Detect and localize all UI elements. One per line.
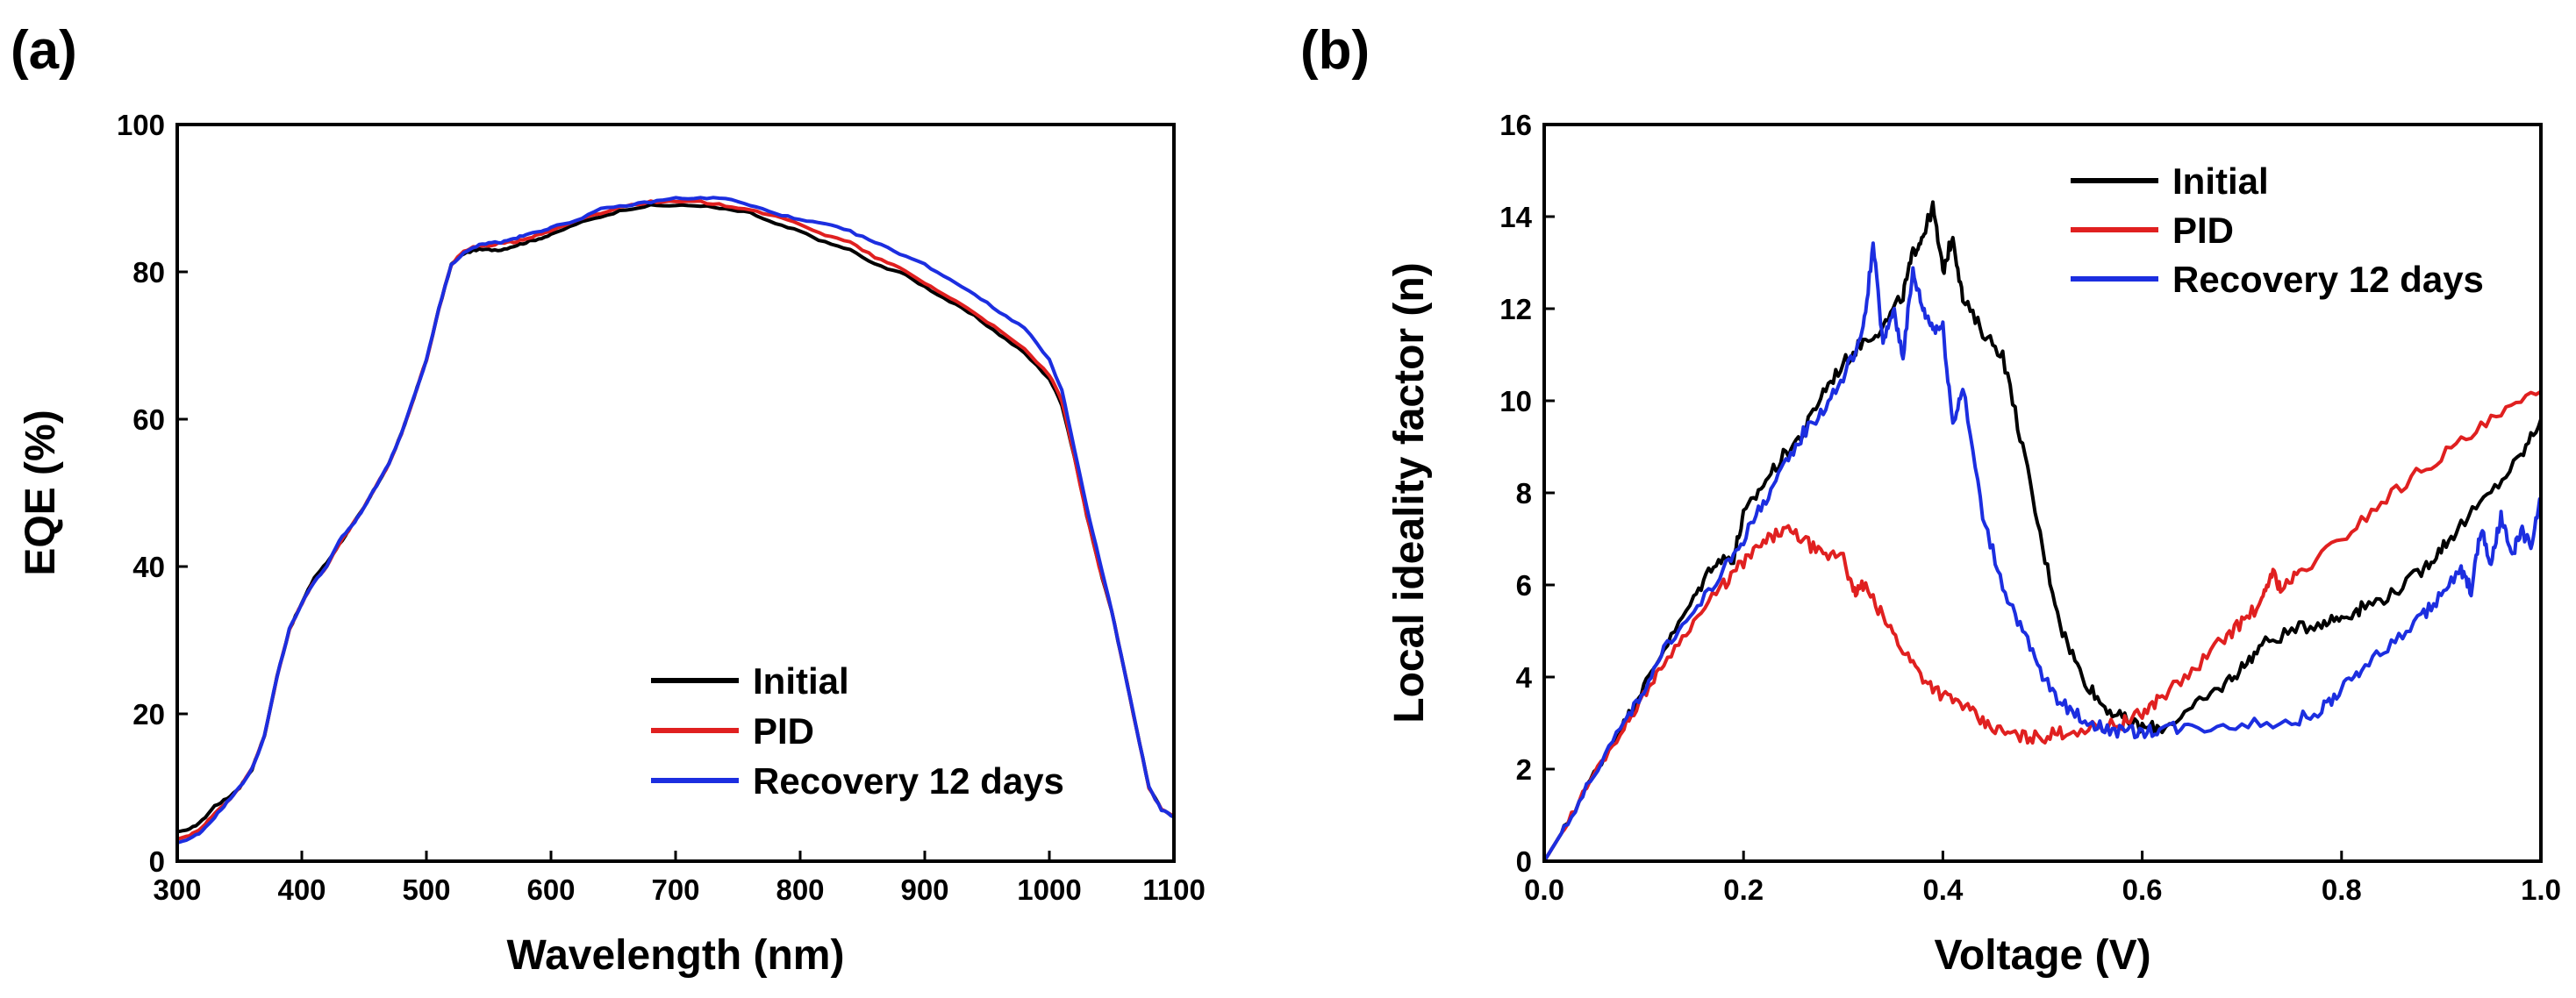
panel-b-y-tick-label: 4 xyxy=(1516,661,1533,694)
panel-b-y-tick-label: 8 xyxy=(1516,477,1532,510)
panel-b-series-initial xyxy=(1542,200,2543,863)
panel-a-legend-initial: Initial xyxy=(753,660,849,702)
panel-a-y-axis-title: EQE (%) xyxy=(18,410,64,575)
panel-b-ticks: 0.0 0.2 0.4 0.6 0.8 1.0 0 2 4 6 8 10 12 14 16 xyxy=(1499,109,2561,906)
panel-a-series-pid xyxy=(176,199,1176,841)
panel-b-x-axis-title: Voltage (V) xyxy=(1934,932,2150,979)
panel-b-plot-frame xyxy=(1542,123,2543,863)
panel-a-x-tick-label: 500 xyxy=(402,873,450,906)
panel-a-ticks: 300 400 500 600 700 800 900 1000 1100 0 20 40 60 80 10… xyxy=(117,109,1206,906)
panel-a-x-tick-label: 700 xyxy=(651,873,699,906)
panel-b-y-axis-title: Local ideality factor (n) xyxy=(1386,262,1433,723)
panel-a-x-tick-label: 800 xyxy=(776,873,824,906)
panel-a-x-tick-label: 900 xyxy=(900,873,948,906)
panel-b-legend-initial: Initial xyxy=(2172,160,2269,202)
panel-a-y-tick-label: 40 xyxy=(132,551,165,583)
panel-a-y-tick-label: 100 xyxy=(117,109,165,141)
panel-b-series-recovery-12-days xyxy=(1542,241,2543,863)
panel-b-x-tick-label: 0.6 xyxy=(2122,873,2163,906)
panel-b-y-tick-label: 10 xyxy=(1499,385,1532,417)
panel-b-y-tick-label: 2 xyxy=(1516,753,1532,786)
panel-a-y-tick-label: 80 xyxy=(132,256,165,289)
panel-a-legend-pid: PID xyxy=(753,710,814,752)
panel-a-series xyxy=(176,196,1176,845)
panel-a-y-tick-label: 0 xyxy=(149,845,165,878)
panel-b-y-tick-label: 16 xyxy=(1499,109,1532,141)
panel-a-legend: Initial PID Recovery 12 days xyxy=(651,660,1064,802)
panel-a-x-tick-label: 1000 xyxy=(1017,873,1081,906)
panel-a-x-axis-title: Wavelength (nm) xyxy=(507,932,845,979)
panel-b-x-tick-label: 0.4 xyxy=(1922,873,1964,906)
panel-b-y-tick-label: 0 xyxy=(1516,845,1532,878)
panel-b-x-tick-label: 0.8 xyxy=(2322,873,2362,906)
panel-b-series-pid xyxy=(1542,389,2543,863)
panel-b-x-tick-label: 0.2 xyxy=(1723,873,1764,906)
panel-b-x-tick-label: 1.0 xyxy=(2521,873,2561,906)
panel-b-y-tick-label: 12 xyxy=(1499,293,1532,325)
panel-a-legend-recovery: Recovery 12 days xyxy=(753,760,1064,802)
panel-b-ideality-chart: (b) 0.0 0.2 0.4 0.6 0.8 1.0 0 2 4 6 8 10 12 14 16 Volt… xyxy=(1300,20,2561,979)
panel-a-x-tick-label: 400 xyxy=(277,873,326,906)
panel-a-eqe-chart: (a) 300 400 500 600 700 800 900 1000 1100 0 20 40 60… xyxy=(11,20,1206,979)
panel-a-y-tick-label: 20 xyxy=(132,698,165,731)
panel-b-legend-recovery: Recovery 12 days xyxy=(2172,259,2484,300)
panel-b-legend: Initial PID Recovery 12 days xyxy=(2071,160,2484,300)
panel-a-x-tick-label: 300 xyxy=(153,873,201,906)
panel-a-series-recovery-12-days xyxy=(176,196,1175,845)
panel-b-x-tick-label: 0.0 xyxy=(1524,873,1564,906)
panel-b-y-tick-label: 14 xyxy=(1499,201,1532,233)
panel-a-x-tick-label: 1100 xyxy=(1142,873,1206,906)
panel-b-legend-pid: PID xyxy=(2172,210,2234,251)
panel-b-series xyxy=(1542,200,2543,863)
panel-a-label: (a) xyxy=(11,20,77,81)
panel-b-y-tick-label: 6 xyxy=(1516,569,1532,602)
panel-a-y-tick-label: 60 xyxy=(132,403,165,436)
panel-a-x-tick-label: 600 xyxy=(526,873,575,906)
panel-b-label: (b) xyxy=(1300,20,1370,81)
panel-a-plot-frame xyxy=(175,123,1176,863)
panel-a-series-initial xyxy=(176,203,1175,834)
